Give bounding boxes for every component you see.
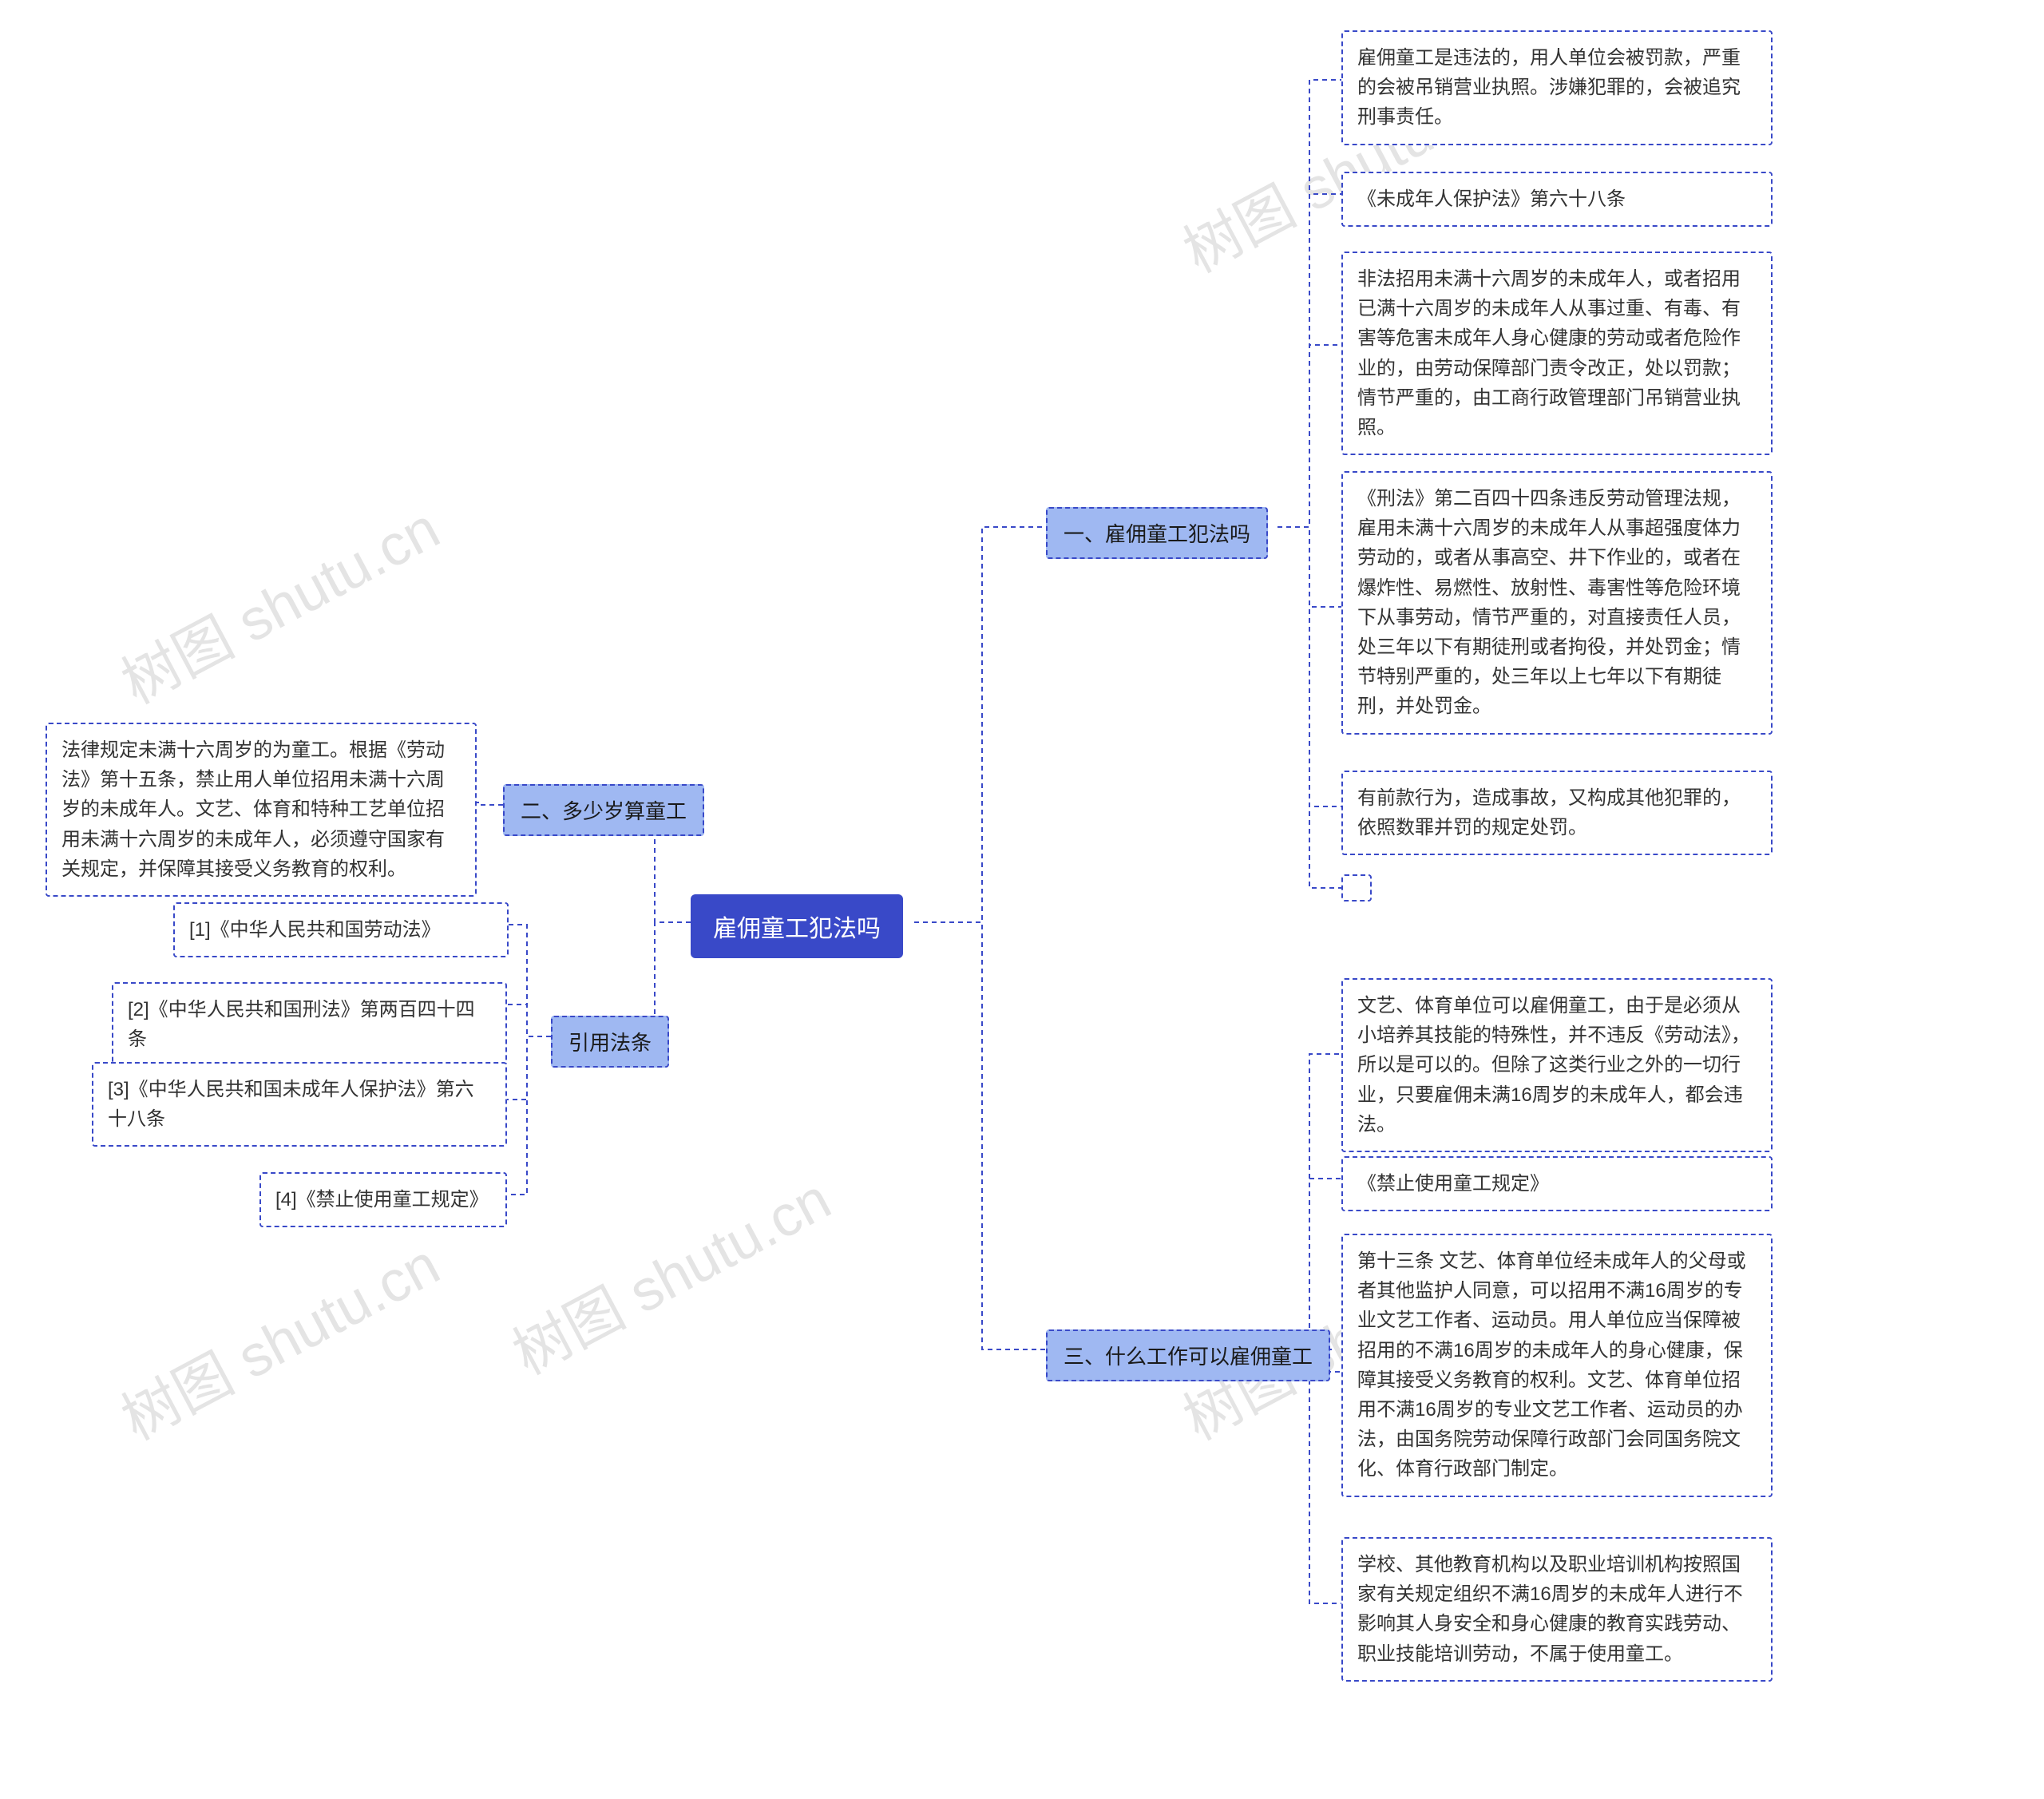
leaf-b4-2: [2]《中华人民共和国刑法》第两百四十四条 xyxy=(112,982,507,1067)
leaf-b3-3: 第十三条 文艺、体育单位经未成年人的父母或者其他监护人同意，可以招用不满16周岁… xyxy=(1341,1234,1773,1497)
leaf-b3-2: 《禁止使用童工规定》 xyxy=(1341,1156,1773,1211)
leaf-b1-5: 有前款行为，造成事故，又构成其他犯罪的，依照数罪并罚的规定处罚。 xyxy=(1341,771,1773,855)
branch-3: 三、什么工作可以雇佣童工 xyxy=(1046,1329,1330,1381)
leaf-b4-1: [1]《中华人民共和国劳动法》 xyxy=(173,902,509,957)
leaf-b3-4: 学校、其他教育机构以及职业培训机构按照国家有关规定组织不满16周岁的未成年人进行… xyxy=(1341,1537,1773,1682)
leaf-b2-1: 法律规定未满十六周岁的为童工。根据《劳动法》第十五条，禁止用人单位招用未满十六周… xyxy=(46,723,477,897)
branch-4: 引用法条 xyxy=(551,1016,669,1068)
leaf-b1-3: 非法招用未满十六周岁的未成年人，或者招用已满十六周岁的未成年人从事过重、有毒、有… xyxy=(1341,252,1773,455)
leaf-b1-4: 《刑法》第二百四十四条违反劳动管理法规，雇用未满十六周岁的未成年人从事超强度体力… xyxy=(1341,471,1773,735)
leaf-b4-3: [3]《中华人民共和国未成年人保护法》第六十八条 xyxy=(92,1062,507,1147)
branch-1: 一、雇佣童工犯法吗 xyxy=(1046,507,1268,559)
leaf-b1-1: 雇佣童工是违法的，用人单位会被罚款，严重的会被吊销营业执照。涉嫌犯罪的，会被追究… xyxy=(1341,30,1773,145)
leaf-b1-empty xyxy=(1341,874,1372,901)
mindmap-canvas: 树图 shutu.cn 树图 shutu.cn 树图 shutu.cn 树图 s… xyxy=(0,0,2044,1799)
root-node: 雇佣童工犯法吗 xyxy=(691,894,903,958)
leaf-b3-1: 文艺、体育单位可以雇佣童工，由于是必须从小培养其技能的特殊性，并不违反《劳动法》… xyxy=(1341,978,1773,1152)
watermark: 树图 shutu.cn xyxy=(105,482,451,719)
watermark: 树图 shutu.cn xyxy=(105,1218,451,1456)
branch-2: 二、多少岁算童工 xyxy=(503,784,704,836)
watermark: 树图 shutu.cn xyxy=(496,1153,842,1390)
leaf-b4-4: [4]《禁止使用童工规定》 xyxy=(259,1172,507,1227)
leaf-b1-2: 《未成年人保护法》第六十八条 xyxy=(1341,172,1773,227)
